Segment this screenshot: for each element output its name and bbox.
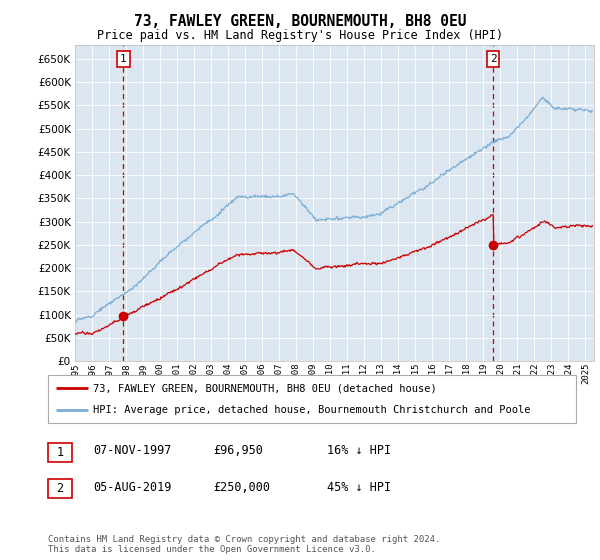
FancyBboxPatch shape <box>48 443 72 462</box>
Text: 73, FAWLEY GREEN, BOURNEMOUTH, BH8 0EU: 73, FAWLEY GREEN, BOURNEMOUTH, BH8 0EU <box>134 14 466 29</box>
Text: 2: 2 <box>56 482 64 496</box>
Text: 2: 2 <box>490 54 497 64</box>
Text: HPI: Average price, detached house, Bournemouth Christchurch and Poole: HPI: Average price, detached house, Bour… <box>93 405 530 415</box>
Text: 1: 1 <box>56 446 64 459</box>
Text: £250,000: £250,000 <box>213 480 270 494</box>
Text: 16% ↓ HPI: 16% ↓ HPI <box>327 444 391 458</box>
FancyBboxPatch shape <box>48 375 576 423</box>
Text: 05-AUG-2019: 05-AUG-2019 <box>93 480 172 494</box>
Text: 1: 1 <box>120 54 127 64</box>
Text: Price paid vs. HM Land Registry's House Price Index (HPI): Price paid vs. HM Land Registry's House … <box>97 29 503 42</box>
Text: £96,950: £96,950 <box>213 444 263 458</box>
Text: 73, FAWLEY GREEN, BOURNEMOUTH, BH8 0EU (detached house): 73, FAWLEY GREEN, BOURNEMOUTH, BH8 0EU (… <box>93 383 437 393</box>
FancyBboxPatch shape <box>48 479 72 498</box>
Text: 07-NOV-1997: 07-NOV-1997 <box>93 444 172 458</box>
Text: 45% ↓ HPI: 45% ↓ HPI <box>327 480 391 494</box>
Text: Contains HM Land Registry data © Crown copyright and database right 2024.
This d: Contains HM Land Registry data © Crown c… <box>48 535 440 554</box>
